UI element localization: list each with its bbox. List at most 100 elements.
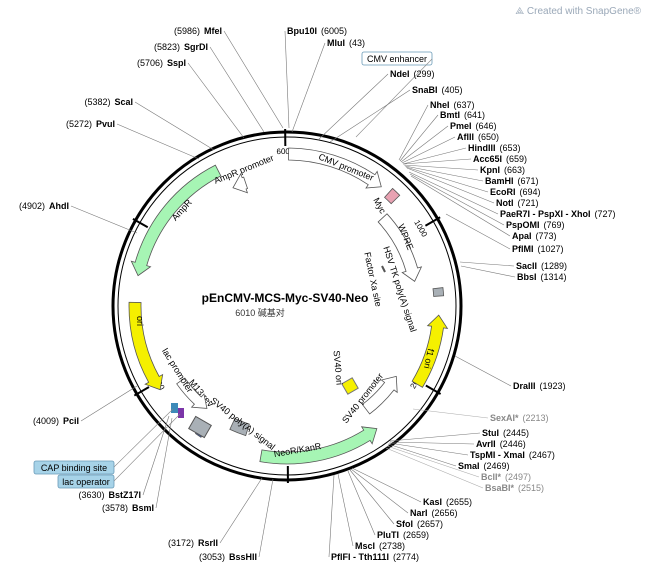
site-label: BmtI (641) bbox=[440, 110, 485, 120]
site-name: NheI bbox=[430, 100, 450, 110]
site-name: BamHI bbox=[485, 176, 514, 186]
ampr-promoter-arrow bbox=[232, 172, 249, 194]
plasmid-name: pEnCMV-MCS-Myc-SV40-Neo bbox=[202, 291, 369, 305]
site-leader bbox=[459, 261, 515, 267]
lac-promoter-arrow bbox=[176, 377, 208, 409]
site-position: (2657) bbox=[417, 519, 443, 529]
lac-operator-box: lac operator bbox=[57, 474, 115, 489]
site-position: (773) bbox=[536, 231, 557, 241]
site-label: PspOMI (769) bbox=[506, 220, 565, 230]
site-name: AhdI bbox=[49, 201, 69, 211]
site-leader bbox=[400, 125, 449, 163]
site-bcli: BclI* (2497) bbox=[386, 445, 531, 482]
site-position: (663) bbox=[504, 165, 525, 175]
cap-binding-site-box: CAP binding site bbox=[33, 460, 115, 475]
site-leader bbox=[387, 443, 457, 467]
ruler-tick bbox=[132, 217, 149, 229]
site-label: SfoI (2657) bbox=[396, 519, 443, 529]
site-position: (2738) bbox=[379, 541, 405, 551]
f1-ori-label: f1 ori bbox=[422, 348, 436, 370]
cap-binding-site-box-text: CAP binding site bbox=[41, 463, 107, 473]
site-label: PmeI (646) bbox=[450, 121, 497, 131]
site-position: (2774) bbox=[393, 552, 419, 562]
f1-ori-arrow bbox=[411, 314, 449, 388]
site-name: MfeI bbox=[204, 26, 222, 36]
site-label: PflFI - Tth111I (2774) bbox=[331, 552, 419, 562]
site-name: KasI bbox=[423, 497, 442, 507]
site-position: (653) bbox=[500, 143, 521, 153]
site-leader bbox=[155, 417, 173, 509]
site-leader bbox=[406, 167, 495, 204]
site-position: (2446) bbox=[500, 439, 526, 449]
site-label: SmaI (2469) bbox=[458, 461, 510, 471]
site-kpni: KpnI (663) bbox=[403, 164, 525, 175]
site-name: PflFI - Tth111I bbox=[331, 552, 389, 562]
site-pcii: (4009) PciI bbox=[33, 385, 138, 426]
myc-tag-box bbox=[383, 187, 401, 205]
site-position: (641) bbox=[464, 110, 485, 120]
site-label: SacII (1289) bbox=[516, 261, 567, 271]
site-bmti: BmtI (641) bbox=[399, 110, 485, 162]
site-leader bbox=[223, 30, 284, 129]
site-stui: StuI (2445) bbox=[389, 428, 529, 442]
site-position: (2467) bbox=[529, 450, 555, 460]
site-leader bbox=[454, 355, 512, 387]
site-position: (2655) bbox=[446, 497, 472, 507]
ruler-tick bbox=[424, 216, 441, 227]
site-bpu10i: Bpu10I (6005) bbox=[284, 26, 347, 129]
site-leader bbox=[445, 213, 511, 250]
site-name: PspOMI bbox=[506, 220, 540, 230]
site-smai: SmaI (2469) bbox=[387, 443, 510, 471]
site-bbsi: BbsI (1314) bbox=[460, 265, 567, 282]
site-name: BssHII bbox=[229, 552, 257, 562]
site-position: (5706) bbox=[137, 58, 163, 68]
site-paer7i-pspxi-xhoi: PaeR7I - PspXI - XhoI (727) bbox=[408, 171, 616, 219]
site-position: (3630) bbox=[78, 490, 104, 500]
site-leader bbox=[284, 30, 290, 129]
site-name: RsrII bbox=[198, 538, 218, 548]
site-sspi: (5706) SspI bbox=[137, 58, 245, 139]
site-label: KpnI (663) bbox=[480, 165, 525, 175]
site-leader bbox=[404, 165, 484, 182]
site-position: (3053) bbox=[199, 552, 225, 562]
site-label: PaeR7I - PspXI - XhoI (727) bbox=[500, 209, 616, 219]
factor-xa-mark bbox=[381, 265, 386, 273]
site-leader bbox=[291, 42, 326, 133]
site-name: BstZ17I bbox=[108, 490, 141, 500]
site-position: (43) bbox=[349, 38, 365, 48]
site-name: BclI* bbox=[481, 472, 502, 482]
site-label: (5272) PvuI bbox=[66, 119, 115, 129]
site-position: (6005) bbox=[321, 26, 347, 36]
plasmid-size: 6010 碱基对 bbox=[235, 307, 285, 318]
cap-site-mark bbox=[171, 403, 178, 413]
site-bsmi: (3578) BsmI bbox=[102, 417, 173, 513]
site-name: PciI bbox=[63, 416, 79, 426]
watermark: ⟁ Created with SnapGene® bbox=[515, 6, 641, 17]
sites-layer: Bpu10I (6005) MluI (43) NdeI (299) SnaBI (405) N… bbox=[19, 26, 616, 562]
site-name: DraIII bbox=[513, 381, 536, 391]
site-position: (637) bbox=[454, 100, 475, 110]
site-leader bbox=[412, 408, 489, 419]
site-name: NotI bbox=[496, 198, 514, 208]
site-leader bbox=[116, 123, 200, 160]
site-bstz17i: (3630) BstZ17I bbox=[78, 415, 170, 500]
site-snabi: SnaBI (405) bbox=[329, 85, 463, 143]
site-leader bbox=[389, 432, 481, 442]
site-leader bbox=[258, 478, 274, 558]
site-scai: (5382) ScaI bbox=[84, 97, 215, 151]
site-position: (1289) bbox=[541, 261, 567, 271]
sv40-polya-box bbox=[229, 417, 250, 437]
sv40-polya-label: SV40 poly(A) signal bbox=[209, 395, 277, 452]
ruler-tick-label: 1000 bbox=[412, 219, 429, 239]
ruler-tick-label: 6000 bbox=[276, 147, 294, 156]
site-name: MluI bbox=[327, 38, 345, 48]
site-leader bbox=[328, 474, 335, 558]
watermark-text: Created with SnapGene® bbox=[526, 6, 641, 17]
site-label: Bpu10I (6005) bbox=[287, 26, 347, 36]
site-name: Acc65I bbox=[473, 154, 502, 164]
site-sgrdi: (5823) SgrDI bbox=[154, 42, 265, 133]
site-kasi: KasI (2655) bbox=[351, 467, 472, 507]
site-name: EcoRI bbox=[490, 187, 516, 197]
site-name: PflMI bbox=[512, 244, 534, 254]
site-pspomi: PspOMI (769) bbox=[409, 173, 565, 230]
